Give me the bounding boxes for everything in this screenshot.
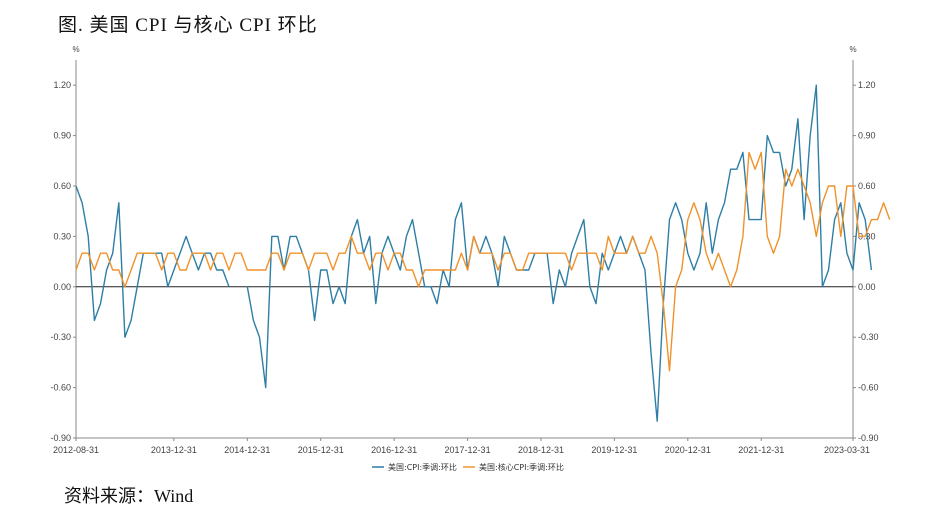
left-y-ticks: 1.20 0.90 0.60 0.30 0.00 -0.30 -0.60 -0.90 xyxy=(50,80,76,443)
left-y-tick-label: 0.00 xyxy=(53,282,71,292)
figure-title: 图. 美国 CPI 与核心 CPI 环比 xyxy=(58,15,318,36)
x-tick-label: 2014-12-31 xyxy=(224,445,270,455)
x-tick-label: 2013-12-31 xyxy=(151,445,197,455)
left-y-tick-label: 1.20 xyxy=(53,80,71,90)
right-unit-label: % xyxy=(849,45,856,54)
core-cpi-line xyxy=(75,151,891,372)
left-y-tick-label: 0.60 xyxy=(53,181,71,191)
chart: % % 1.200.900.600.300.00-0.30-0.60-0.90 … xyxy=(50,45,891,472)
x-tick-label: 2017-12-31 xyxy=(445,445,491,455)
x-tick-label: 2016-12-31 xyxy=(371,445,417,455)
left-unit-label: % xyxy=(72,45,79,54)
x-tick-label: 2018-12-31 xyxy=(518,445,564,455)
x-tick-label: 2019-12-31 xyxy=(591,445,637,455)
right-y-tick-label: 1.20 xyxy=(858,80,876,90)
right-y-tick-label: 0.60 xyxy=(858,181,876,191)
right-y-tick-label: -0.30 xyxy=(858,332,879,342)
x-tick-label: 2015-12-31 xyxy=(298,445,344,455)
x-tick-label: 2023-03-31 xyxy=(824,445,870,455)
right-y-tick-label: -0.90 xyxy=(858,433,879,443)
right-y-tick-label: -0.60 xyxy=(858,383,879,393)
x-tick-label: 2020-12-31 xyxy=(665,445,711,455)
right-y-ticks: 1.200.900.600.300.00-0.30-0.60-0.90 xyxy=(853,80,879,443)
data-source: 资料来源：Wind xyxy=(64,486,194,506)
left-y-tick-label: -0.60 xyxy=(50,383,71,393)
left-y-tick-label: -0.90 xyxy=(50,433,71,443)
x-tick-label: 2021-12-31 xyxy=(738,445,784,455)
x-ticks: 2012-08-31 2013-12-31 2014-12-31 2015-12-31… xyxy=(53,438,870,455)
legend-label-cpi: 美国:CPI:季调:环比 xyxy=(388,462,457,472)
series-layer xyxy=(75,84,891,422)
legend-label-core-cpi: 美国:核心CPI:季调:环比 xyxy=(479,462,564,472)
right-y-tick-label: 0.00 xyxy=(858,282,876,292)
legend: 美国:CPI:季调:环比 美国:核心CPI:季调:环比 xyxy=(372,462,564,472)
right-y-tick-label: 0.90 xyxy=(858,131,876,141)
left-y-tick-label: 0.90 xyxy=(53,131,71,141)
left-y-tick-label: -0.30 xyxy=(50,332,71,342)
x-tick-label: 2012-08-31 xyxy=(53,445,99,455)
left-y-tick-label: 0.30 xyxy=(53,231,71,241)
